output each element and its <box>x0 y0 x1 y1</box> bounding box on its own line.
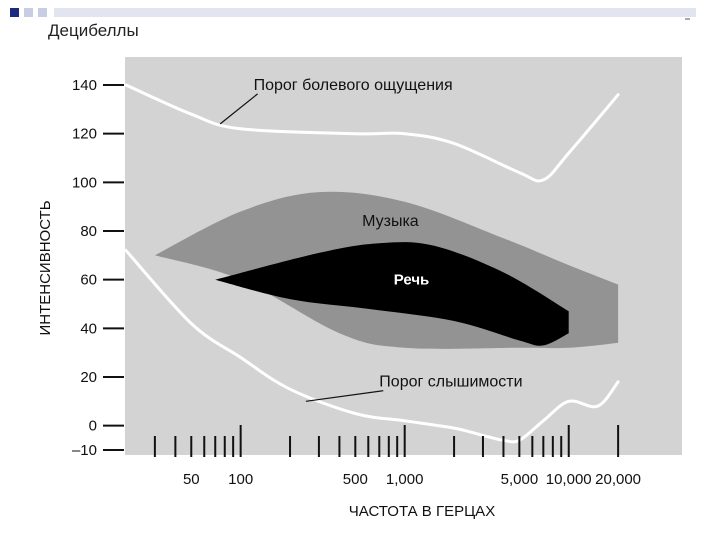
y-tick-label-6: 20 <box>80 369 97 386</box>
x-axis: 50 100 500 1,000 5,000 10,000 20,000 <box>153 425 641 488</box>
curve-series-1 <box>124 249 620 444</box>
y-axis-title: ИНТЕНСИВНОСТЬ <box>37 200 54 335</box>
y-tick-label-3: 80 <box>80 223 97 240</box>
series-label-3: Речь <box>394 272 430 289</box>
series-labels: Порог болевого ощущения Порог слышимости М… <box>219 77 523 402</box>
leader-line-0 <box>219 93 258 125</box>
x-tick-label-4: 5,000 <box>501 471 539 488</box>
y-tick-label-0: 140 <box>72 77 97 94</box>
slide-square-light-1 <box>24 8 33 17</box>
y-tick-label-5: 40 <box>80 320 97 337</box>
slide-checker-bar <box>54 8 696 17</box>
area-series-3 <box>215 242 569 346</box>
series-label-0: Порог болевого ощущения <box>254 77 453 94</box>
y-tick-label-8: –10 <box>72 442 97 459</box>
series-label-2: Музыка <box>362 213 419 230</box>
x-tick-label-1: 100 <box>228 471 253 488</box>
y-tick-label-4: 60 <box>80 272 97 289</box>
slide-square-dark <box>10 8 19 17</box>
y-axis: 140 120 100 80 60 40 20 0 –10 <box>72 77 124 459</box>
y-tick-label-7: 0 <box>89 418 97 435</box>
x-tick-label-2: 500 <box>343 471 368 488</box>
leader-line-1 <box>305 390 384 402</box>
series-label-1: Порог слышимости <box>379 374 522 391</box>
x-tick-label-3: 1,000 <box>386 471 424 488</box>
y-tick-label-2: 100 <box>72 174 97 191</box>
x-tick-label-5: 10,000 <box>546 471 592 488</box>
y-tick-label-1: 120 <box>72 126 97 143</box>
slide-square-light-2 <box>38 8 47 17</box>
chart-curves <box>124 83 620 444</box>
unit-label: Децибеллы <box>48 21 139 40</box>
slide-decoration <box>10 8 696 20</box>
x-axis-title: ЧАСТОТА В ГЕРЦАХ <box>349 503 495 520</box>
x-tick-label-6: 20,000 <box>595 471 641 488</box>
x-tick-label-0: 50 <box>183 471 200 488</box>
chart-areas <box>154 191 619 349</box>
curve-series-0 <box>124 83 620 183</box>
